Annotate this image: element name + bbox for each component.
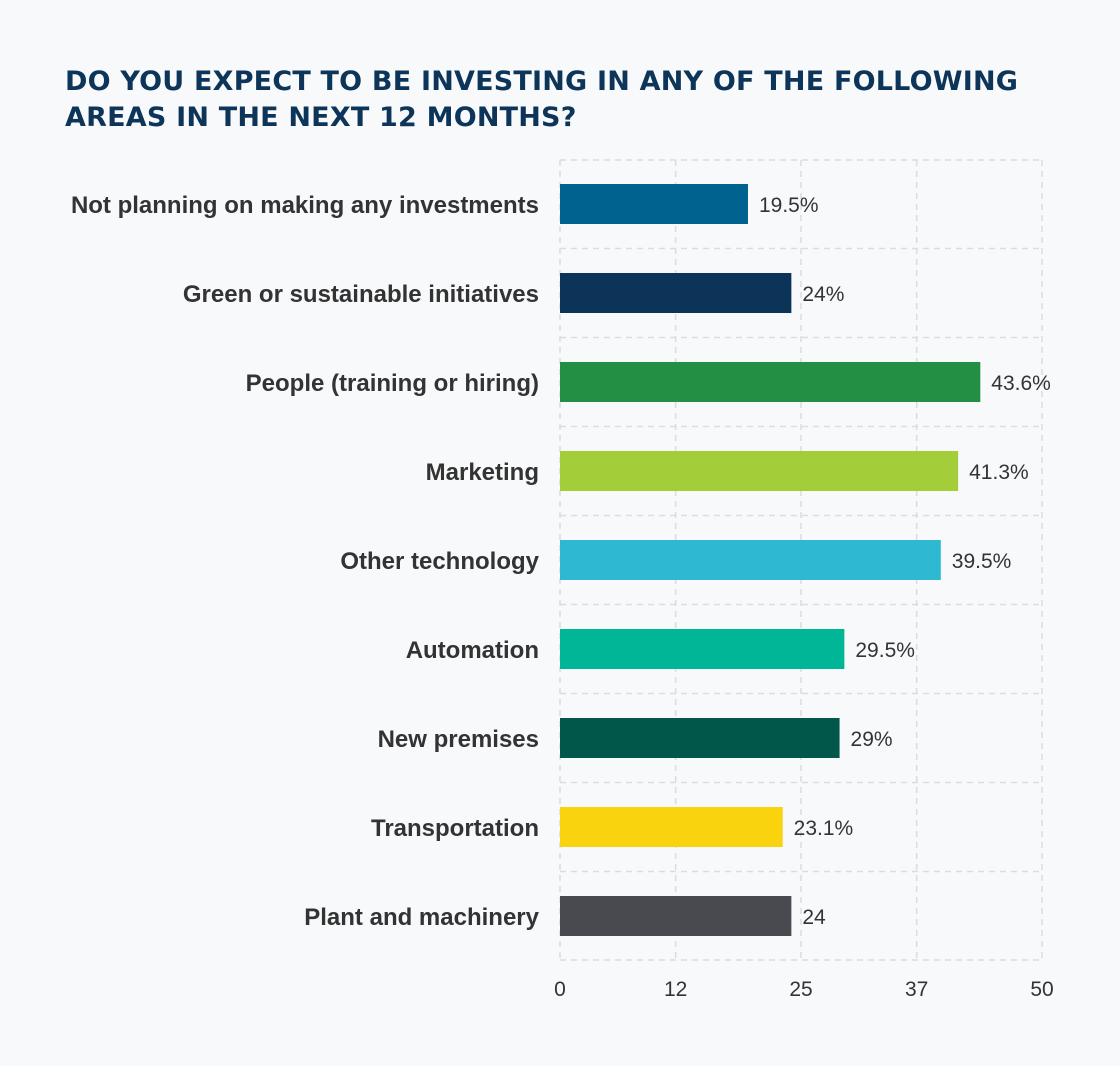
bar <box>560 629 845 669</box>
category-label: Green or sustainable initiatives <box>183 281 539 308</box>
value-label: 24% <box>802 283 844 306</box>
bar <box>560 718 840 758</box>
value-label: 39.5% <box>952 550 1012 573</box>
category-label: Plant and machinery <box>304 904 539 931</box>
category-label: Transportation <box>371 815 539 842</box>
chart-title: DO YOU EXPECT TO BE INVESTING IN ANY OF … <box>65 66 1019 133</box>
x-tick-label: 12 <box>664 978 687 1001</box>
bar-layer <box>560 184 981 936</box>
value-label: 43.6% <box>991 372 1051 395</box>
tick-layer: 0 12 25 37 50 <box>554 978 1054 1001</box>
value-label: 41.3% <box>969 461 1029 484</box>
label-layer: Not planning on making any investments 19… <box>71 192 1051 931</box>
bar <box>560 362 981 402</box>
bar <box>560 184 748 224</box>
x-tick-label: 0 <box>554 978 566 1001</box>
category-label: Marketing <box>426 459 539 486</box>
value-label: 29% <box>851 728 893 751</box>
bar <box>560 807 783 847</box>
x-tick-label: 50 <box>1030 978 1053 1001</box>
bar <box>560 540 941 580</box>
category-label: New premises <box>378 726 539 753</box>
category-label: People (training or hiring) <box>246 370 539 397</box>
category-label: Not planning on making any investments <box>71 192 539 219</box>
category-label: Automation <box>406 637 539 664</box>
bar <box>560 896 792 936</box>
bar <box>560 451 959 491</box>
category-label: Other technology <box>340 548 539 575</box>
x-tick-label: 25 <box>789 978 812 1001</box>
value-label: 19.5% <box>759 194 819 217</box>
x-tick-label: 37 <box>905 978 928 1001</box>
value-label: 29.5% <box>855 639 915 662</box>
value-label: 24 <box>802 906 826 929</box>
bar <box>560 273 792 313</box>
value-label: 23.1% <box>794 817 854 840</box>
